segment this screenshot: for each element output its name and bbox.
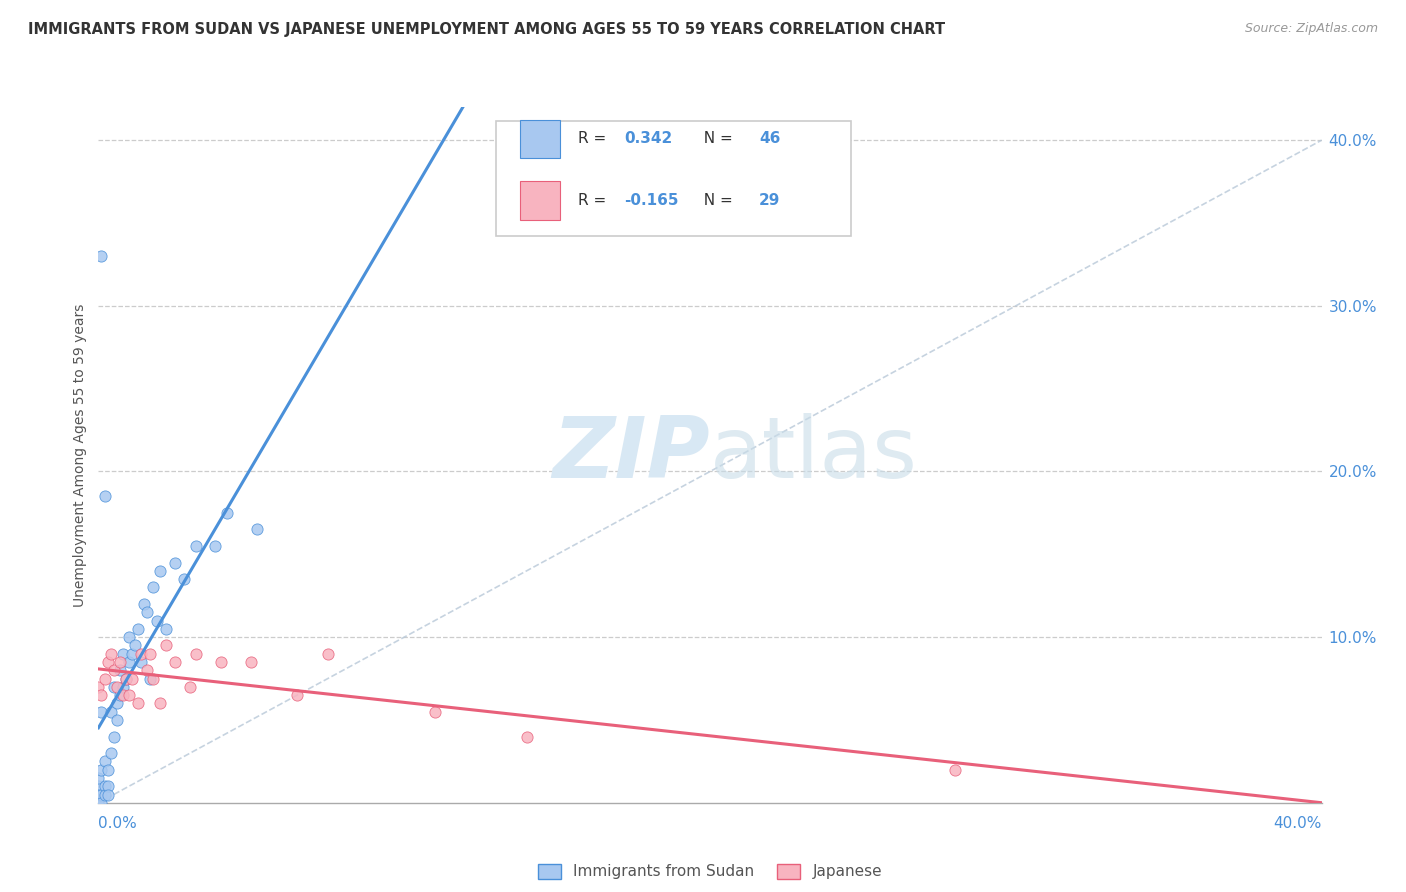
Point	[163, 556, 186, 570]
Point	[118, 630, 141, 644]
Point	[87, 680, 110, 694]
Point	[90, 705, 112, 719]
Text: IMMIGRANTS FROM SUDAN VS JAPANESE UNEMPLOYMENT AMONG AGES 55 TO 59 YEARS CORRELA: IMMIGRANTS FROM SUDAN VS JAPANESE UNEMPL…	[28, 22, 945, 37]
Point	[111, 688, 134, 702]
Point	[100, 705, 122, 719]
Point	[155, 639, 177, 653]
Point	[129, 655, 152, 669]
Point	[90, 688, 112, 702]
Point	[87, 796, 110, 810]
Point	[90, 763, 112, 777]
Text: 29: 29	[759, 194, 780, 208]
Point	[186, 539, 208, 553]
Point	[118, 688, 141, 702]
Point	[108, 655, 131, 669]
Point	[142, 581, 165, 595]
Point	[93, 489, 115, 503]
Point	[93, 788, 115, 802]
Point	[103, 680, 125, 694]
Point	[204, 539, 226, 553]
Point	[129, 647, 152, 661]
Point	[103, 663, 125, 677]
Point	[100, 746, 122, 760]
Point	[240, 655, 263, 669]
Point	[127, 697, 149, 711]
Text: R =: R =	[578, 194, 612, 208]
Point	[97, 788, 120, 802]
Point	[136, 605, 159, 619]
Text: N =: N =	[695, 131, 738, 146]
Point	[139, 672, 162, 686]
Point	[155, 622, 177, 636]
Text: 40.0%: 40.0%	[1274, 816, 1322, 831]
Point	[285, 688, 308, 702]
Point	[87, 771, 110, 785]
Point	[145, 614, 167, 628]
Point	[149, 564, 172, 578]
Point	[121, 672, 143, 686]
Point	[136, 663, 159, 677]
Point	[103, 730, 125, 744]
Point	[179, 680, 201, 694]
Point	[105, 713, 128, 727]
Text: N =: N =	[695, 194, 738, 208]
Text: 46: 46	[759, 131, 780, 146]
Point	[93, 779, 115, 793]
Text: 0.342: 0.342	[624, 131, 672, 146]
Text: -0.165: -0.165	[624, 194, 679, 208]
Point	[105, 697, 128, 711]
Text: Source: ZipAtlas.com: Source: ZipAtlas.com	[1244, 22, 1378, 36]
Point	[108, 688, 131, 702]
Point	[186, 647, 208, 661]
Point	[124, 639, 146, 653]
Point	[215, 506, 238, 520]
Point	[105, 680, 128, 694]
Point	[316, 647, 339, 661]
Point	[97, 655, 120, 669]
Y-axis label: Unemployment Among Ages 55 to 59 years: Unemployment Among Ages 55 to 59 years	[73, 303, 87, 607]
Point	[108, 663, 131, 677]
Point	[127, 622, 149, 636]
Point	[516, 730, 538, 744]
Point	[142, 672, 165, 686]
Point	[134, 597, 156, 611]
Point	[87, 779, 110, 793]
Text: atlas: atlas	[710, 413, 918, 497]
Text: 0.0%: 0.0%	[98, 816, 138, 831]
Point	[90, 788, 112, 802]
Point	[121, 647, 143, 661]
Point	[97, 763, 120, 777]
Bar	[520, 181, 560, 219]
Point	[246, 523, 269, 537]
Point	[115, 672, 138, 686]
Point	[149, 697, 172, 711]
Legend: Immigrants from Sudan, Japanese: Immigrants from Sudan, Japanese	[531, 857, 889, 886]
Point	[173, 572, 195, 586]
Point	[139, 647, 162, 661]
Point	[87, 788, 110, 802]
Bar	[520, 120, 560, 158]
Point	[423, 705, 446, 719]
Point	[111, 680, 134, 694]
Point	[93, 672, 115, 686]
Point	[209, 655, 232, 669]
Point	[100, 647, 122, 661]
Point	[97, 779, 120, 793]
Point	[90, 249, 112, 263]
Point	[115, 672, 138, 686]
Text: R =: R =	[578, 131, 612, 146]
Point	[118, 655, 141, 669]
Point	[163, 655, 186, 669]
FancyBboxPatch shape	[496, 121, 851, 235]
Text: ZIP: ZIP	[553, 413, 710, 497]
Point	[943, 763, 966, 777]
Point	[90, 796, 112, 810]
Point	[111, 647, 134, 661]
Point	[93, 755, 115, 769]
